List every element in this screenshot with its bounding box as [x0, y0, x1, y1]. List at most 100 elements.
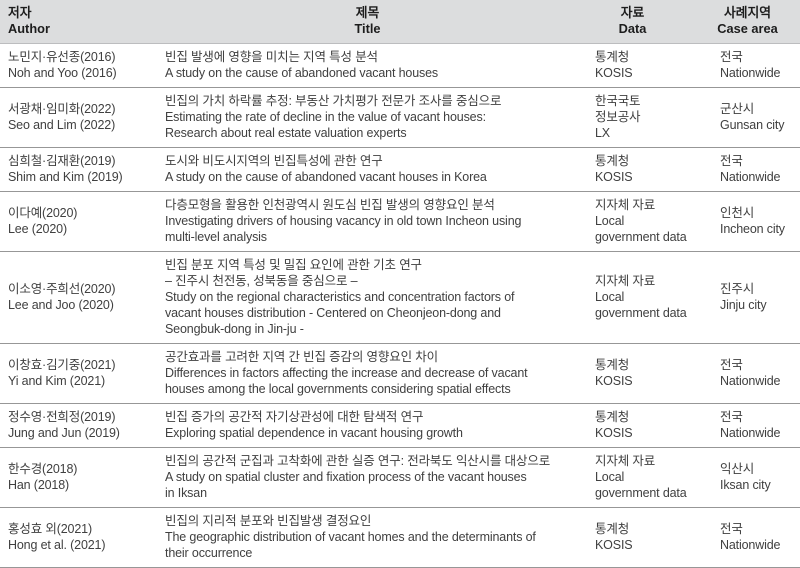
- area-line: Incheon city: [720, 222, 785, 236]
- title-line: houses among the local governments consi…: [165, 382, 511, 396]
- data-line: 통계청: [595, 522, 630, 536]
- title-cell: 빈집의 가치 하락률 추정: 부동산 가치평가 전문가 조사를 중심으로 Esti…: [165, 87, 570, 148]
- table-row: 노민지·유선종(2016) Noh and Yoo (2016) 빈집 발생에 영향…: [0, 43, 800, 88]
- area-cell: 전국 Nationwide: [695, 147, 800, 192]
- data-line: KOSIS: [595, 538, 633, 552]
- author-cell: 홍성효 외(2021) Hong et al. (2021): [0, 507, 165, 568]
- table-row: 이창효·김기중(2021) Yi and Kim (2021) 공간효과를 고려한 …: [0, 343, 800, 404]
- table-header: 저자 Author 제목 Title 자료 Data 사례지역 Case are…: [0, 0, 800, 44]
- area-cell: 전국 Nationwide: [695, 43, 800, 88]
- title-line: 빈집 분포 지역 특성 및 밀집 요인에 관한 기초 연구: [165, 258, 422, 272]
- author-line: Jung and Jun (2019): [8, 426, 120, 440]
- data-cell: 통계청 KOSIS: [570, 403, 695, 448]
- area-cell: 익산시 Iksan city: [695, 447, 800, 508]
- author-cell: 노민지·유선종(2016) Noh and Yoo (2016): [0, 43, 165, 88]
- column-header-data-en: Data: [618, 21, 647, 36]
- area-line: Iksan city: [720, 478, 771, 492]
- data-line: 정보공사: [595, 110, 641, 124]
- data-cell: 통계청 KOSIS: [570, 147, 695, 192]
- data-line: 통계청: [595, 410, 630, 424]
- table-body: 노민지·유선종(2016) Noh and Yoo (2016) 빈집 발생에 영향…: [0, 43, 800, 568]
- author-line: 이소영·주희선(2020): [8, 282, 116, 296]
- column-header-data-ko: 자료: [620, 5, 645, 20]
- data-line: KOSIS: [595, 66, 633, 80]
- data-line: government data: [595, 486, 687, 500]
- title-line: Research about real estate valuation exp…: [165, 126, 407, 140]
- title-line: in Iksan: [165, 486, 207, 500]
- author-cell: 정수영·전희정(2019) Jung and Jun (2019): [0, 403, 165, 448]
- title-cell: 빈집 증가의 공간적 자기상관성에 대한 탐색적 연구 Exploring spa…: [165, 403, 570, 448]
- author-line: 이창효·김기중(2021): [8, 358, 116, 372]
- data-line: Local: [595, 214, 625, 228]
- author-cell: 심희철·김재환(2019) Shim and Kim (2019): [0, 147, 165, 192]
- author-cell: 이창효·김기중(2021) Yi and Kim (2021): [0, 343, 165, 404]
- title-line: Exploring spatial dependence in vacant h…: [165, 426, 463, 440]
- data-line: 지자체 자료: [595, 198, 656, 212]
- author-line: Seo and Lim (2022): [8, 118, 116, 132]
- author-cell: 이다예(2020) Lee (2020): [0, 191, 165, 252]
- area-line: 전국: [720, 410, 743, 424]
- header-row: 저자 Author 제목 Title 자료 Data 사례지역 Case are…: [0, 0, 800, 44]
- data-cell: 한국국토 정보공사 LX: [570, 87, 695, 148]
- table-row: 한수경(2018) Han (2018) 빈집의 공간적 군집과 고착화에 관한 실…: [0, 447, 800, 508]
- column-header-author-en: Author: [8, 21, 50, 36]
- area-line: 전국: [720, 358, 743, 372]
- author-cell: 이소영·주희선(2020) Lee and Joo (2020): [0, 251, 165, 344]
- table-row: 이소영·주희선(2020) Lee and Joo (2020) 빈집 분포 지역 …: [0, 251, 800, 344]
- title-line: – 진주시 천전동, 성북동을 중심으로 –: [165, 274, 358, 288]
- title-line: their occurrence: [165, 546, 253, 560]
- title-line: Seongbuk-dong in Jin-ju -: [165, 322, 304, 336]
- author-line: 이다예(2020): [8, 206, 78, 220]
- title-line: vacant houses distribution - Centered on…: [165, 306, 501, 320]
- author-line: Lee (2020): [8, 222, 67, 236]
- author-line: Noh and Yoo (2016): [8, 66, 117, 80]
- table-row: 서광채·임미화(2022) Seo and Lim (2022) 빈집의 가치 하락…: [0, 87, 800, 148]
- column-header-title-ko: 제목: [355, 5, 380, 20]
- table-row: 이다예(2020) Lee (2020) 다층모형을 활용한 인천광역시 원도심 빈…: [0, 191, 800, 252]
- author-line: 정수영·전희정(2019): [8, 410, 116, 424]
- area-cell: 전국 Nationwide: [695, 343, 800, 404]
- data-line: 통계청: [595, 50, 630, 64]
- data-line: KOSIS: [595, 426, 633, 440]
- data-cell: 통계청 KOSIS: [570, 43, 695, 88]
- author-line: 심희철·김재환(2019): [8, 154, 116, 168]
- title-line: The geographic distribution of vacant ho…: [165, 530, 536, 544]
- data-line: 한국국토: [595, 94, 641, 108]
- column-header-data: 자료 Data: [570, 0, 695, 44]
- data-line: 통계청: [595, 358, 630, 372]
- title-line: A study on the cause of abandoned vacant…: [165, 66, 439, 80]
- column-header-author: 저자 Author: [0, 0, 165, 44]
- title-line: Estimating the rate of decline in the va…: [165, 110, 486, 124]
- area-line: Nationwide: [720, 66, 781, 80]
- author-cell: 한수경(2018) Han (2018): [0, 447, 165, 508]
- title-cell: 빈집의 공간적 군집과 고착화에 관한 실증 연구: 전라북도 익산시를 대상으…: [165, 447, 570, 508]
- title-line: 빈집의 공간적 군집과 고착화에 관한 실증 연구: 전라북도 익산시를 대상으…: [165, 454, 551, 468]
- title-line: 공간효과를 고려한 지역 간 빈집 증감의 영향요인 차이: [165, 350, 438, 364]
- column-header-author-ko: 저자: [8, 5, 32, 20]
- column-header-case-area-ko: 사례지역: [723, 5, 772, 20]
- data-line: 통계청: [595, 154, 630, 168]
- table-row: 심희철·김재환(2019) Shim and Kim (2019) 도시와 비도시지…: [0, 147, 800, 192]
- area-line: 전국: [720, 154, 743, 168]
- data-cell: 통계청 KOSIS: [570, 507, 695, 568]
- area-line: 군산시: [720, 102, 755, 116]
- author-line: 홍성효 외(2021): [8, 522, 92, 536]
- author-line: Hong et al. (2021): [8, 538, 106, 552]
- column-header-title-en: Title: [354, 21, 381, 36]
- area-line: 인천시: [720, 206, 755, 220]
- area-line: 진주시: [720, 282, 755, 296]
- area-line: Gunsan city: [720, 118, 785, 132]
- author-line: 서광채·임미화(2022): [8, 102, 116, 116]
- area-line: 전국: [720, 50, 743, 64]
- title-cell: 빈집 발생에 영향을 미치는 지역 특성 분석 A study on the ca…: [165, 43, 570, 88]
- title-line: 도시와 비도시지역의 빈집특성에 관한 연구: [165, 154, 383, 168]
- title-line: multi-level analysis: [165, 230, 267, 244]
- column-header-case-area: 사례지역 Case area: [695, 0, 800, 44]
- title-line: 빈집의 가치 하락률 추정: 부동산 가치평가 전문가 조사를 중심으로: [165, 94, 502, 108]
- data-cell: 지자체 자료 Local government data: [570, 447, 695, 508]
- title-cell: 공간효과를 고려한 지역 간 빈집 증감의 영향요인 차이 Differences…: [165, 343, 570, 404]
- author-line: Yi and Kim (2021): [8, 374, 106, 388]
- data-cell: 지자체 자료 Local government data: [570, 251, 695, 344]
- area-cell: 진주시 Jinju city: [695, 251, 800, 344]
